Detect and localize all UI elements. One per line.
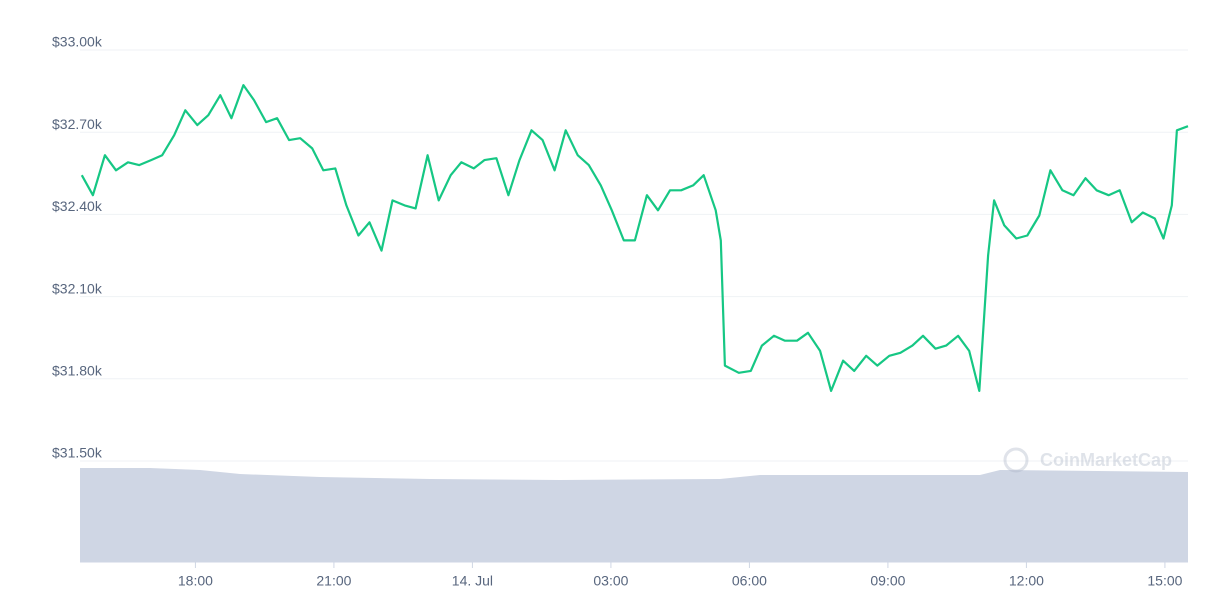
y-tick-label: $31.50k [52,445,103,461]
watermark: CoinMarketCap [1003,447,1172,473]
watermark-text: CoinMarketCap [1040,450,1172,470]
y-tick-label: $31.80k [52,363,103,379]
x-tick-label: 09:00 [870,573,905,589]
y-tick-label: $33.00k [52,34,103,50]
x-tick-label: 03:00 [593,573,628,589]
x-tick-label: 15:00 [1147,573,1182,589]
y-tick-label: $32.40k [52,198,103,214]
x-tick-label: 21:00 [316,573,351,589]
x-tick-label: 18:00 [178,573,213,589]
y-tick-label: $32.10k [52,280,103,296]
volume-area [80,468,1188,562]
x-tick-label: 06:00 [732,573,767,589]
x-tick-label: 14. Jul [452,573,493,589]
price-line [80,84,1189,392]
x-tick-label: 12:00 [1009,573,1044,589]
y-tick-label: $32.70k [52,116,103,132]
